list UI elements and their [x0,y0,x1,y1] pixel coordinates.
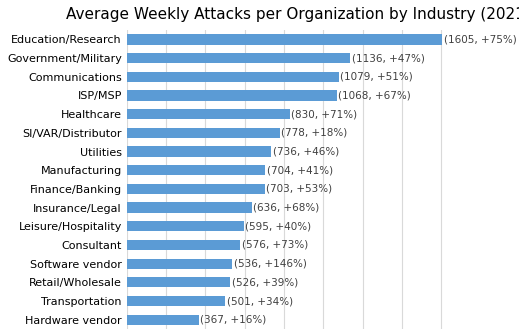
Text: (367, +16%): (367, +16%) [200,315,267,325]
Text: (595, +40%): (595, +40%) [245,221,311,231]
Text: (1079, +51%): (1079, +51%) [340,72,413,82]
Text: (1068, +67%): (1068, +67%) [338,90,411,100]
Text: (636, +68%): (636, +68%) [253,203,320,213]
Text: (778, +18%): (778, +18%) [281,128,348,138]
Text: (703, +53%): (703, +53%) [266,184,333,194]
Text: (830, +71%): (830, +71%) [292,109,358,119]
Text: (1136, +47%): (1136, +47%) [352,53,425,63]
Bar [127,109,290,119]
Bar [127,53,350,63]
Text: (736, +46%): (736, +46%) [273,146,339,157]
Bar [127,258,232,269]
Bar [127,221,244,232]
Bar [127,203,252,213]
Text: (704, +41%): (704, +41%) [267,165,333,175]
Text: (526, +39%): (526, +39%) [231,277,298,287]
Bar [127,277,230,288]
Bar [127,90,337,100]
Bar [127,72,339,82]
Bar [127,165,265,175]
Bar [127,128,280,138]
Bar [127,314,199,325]
Text: (501, +34%): (501, +34%) [227,296,293,306]
Bar [127,184,265,194]
Text: (1605, +75%): (1605, +75%) [444,34,516,44]
Bar [127,240,240,250]
Text: (576, +73%): (576, +73%) [241,240,308,250]
Text: (536, +146%): (536, +146%) [234,259,307,269]
Bar [127,146,271,157]
Title: Average Weekly Attacks per Organization by Industry (2021): Average Weekly Attacks per Organization … [66,7,519,22]
Bar [127,296,225,306]
Bar [127,34,442,45]
